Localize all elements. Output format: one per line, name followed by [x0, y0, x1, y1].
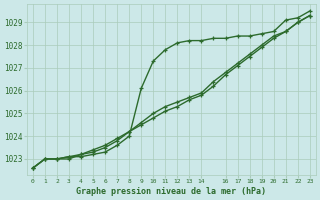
X-axis label: Graphe pression niveau de la mer (hPa): Graphe pression niveau de la mer (hPa)	[76, 187, 266, 196]
